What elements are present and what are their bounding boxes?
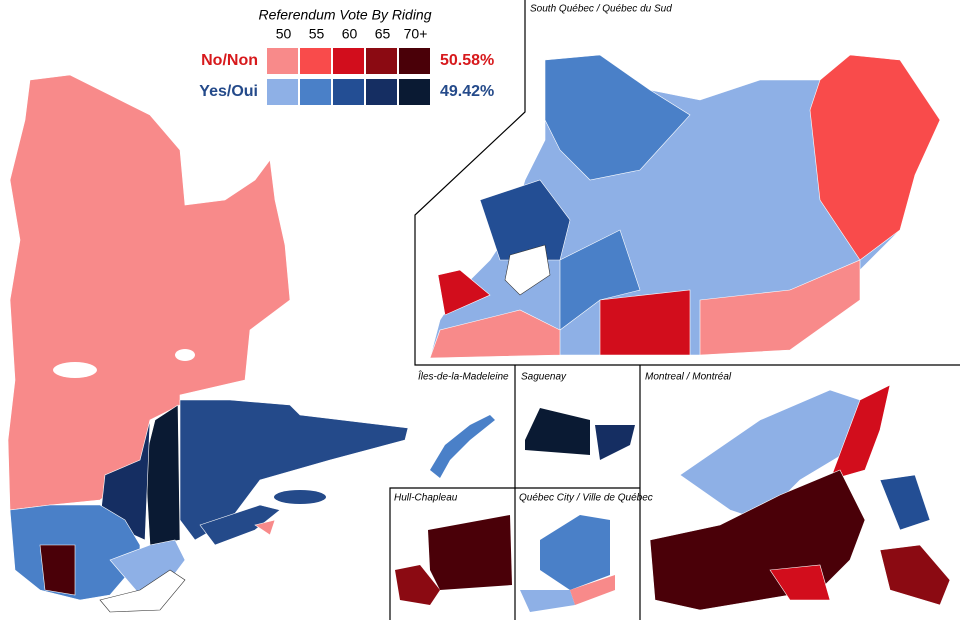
- eastern-townships: [809, 54, 941, 261]
- southeast-shore: [879, 544, 951, 606]
- legend-threshold: 50: [276, 26, 292, 42]
- south-yes-b: [544, 54, 691, 181]
- south-yes-c: [479, 179, 571, 261]
- legend-threshold: 60: [342, 26, 358, 42]
- south-frame: [414, 0, 960, 366]
- south-yes-d: [559, 229, 641, 331]
- iles-shape: [430, 415, 495, 478]
- montreal-south: [769, 564, 831, 601]
- legend: Referendum Vote By Riding 50 55 60 65 70+ No/…: [199, 7, 494, 105]
- northeast-riding: [144, 404, 181, 546]
- legend-row-label: No/Non: [201, 52, 258, 69]
- legend-row-label: Yes/Oui: [199, 83, 258, 100]
- west-island: [437, 269, 491, 316]
- lake: [53, 362, 97, 378]
- southwest: [429, 309, 561, 359]
- gaspe-tip: [254, 519, 276, 536]
- frames: [389, 0, 960, 620]
- south-border: [699, 259, 861, 356]
- legend-title: Referendum Vote By Riding: [258, 7, 431, 23]
- lac-riding: [99, 419, 151, 541]
- inset-label: Hull-Chapleau: [394, 493, 458, 504]
- gaspe: [199, 504, 281, 546]
- north-region: [7, 74, 291, 511]
- legend-threshold: 65: [375, 26, 391, 42]
- legend-swatch: [333, 48, 364, 74]
- legend-swatch: [399, 79, 430, 105]
- montreal-blank: [504, 244, 551, 296]
- lake: [175, 349, 195, 361]
- legend-result: 50.58%: [440, 52, 494, 69]
- inset-label: Québec City / Ville de Québec: [519, 493, 653, 504]
- legend-swatch: [300, 48, 331, 74]
- saguenay-shape: [525, 408, 590, 455]
- qc-south: [520, 590, 575, 612]
- anticosti: [274, 490, 326, 504]
- legend-threshold: 55: [309, 26, 325, 42]
- legend-threshold: 70+: [404, 26, 428, 42]
- inset-label: Montreal / Montréal: [645, 372, 732, 383]
- inset-label: Saguenay: [521, 372, 567, 383]
- south-shore: [879, 474, 931, 531]
- small-insets: [395, 384, 951, 612]
- legend-swatch: [267, 79, 298, 105]
- divider: [389, 487, 640, 620]
- hull-shape: [428, 515, 512, 590]
- legend-swatch: [399, 48, 430, 74]
- legend-swatch: [333, 79, 364, 105]
- saguenay-east: [595, 425, 635, 460]
- legend-swatch: [267, 48, 298, 74]
- inset-label: South Québec / Québec du Sud: [530, 4, 672, 15]
- legend-result: 49.42%: [440, 83, 494, 100]
- legend-swatch: [366, 79, 397, 105]
- inset-label: Îles-de-la-Madeleine: [418, 370, 509, 383]
- legend-swatch: [366, 48, 397, 74]
- south-blank: [99, 569, 186, 613]
- south-red: [599, 289, 691, 356]
- hull-west: [395, 565, 440, 605]
- east-region: [179, 399, 409, 541]
- qc-red: [570, 575, 615, 605]
- montreal-east: [829, 384, 891, 481]
- outaouais: [39, 544, 76, 596]
- south-inset: [429, 54, 941, 359]
- legend-swatch: [300, 79, 331, 105]
- qc-shape: [540, 515, 610, 590]
- main-map: [7, 74, 409, 613]
